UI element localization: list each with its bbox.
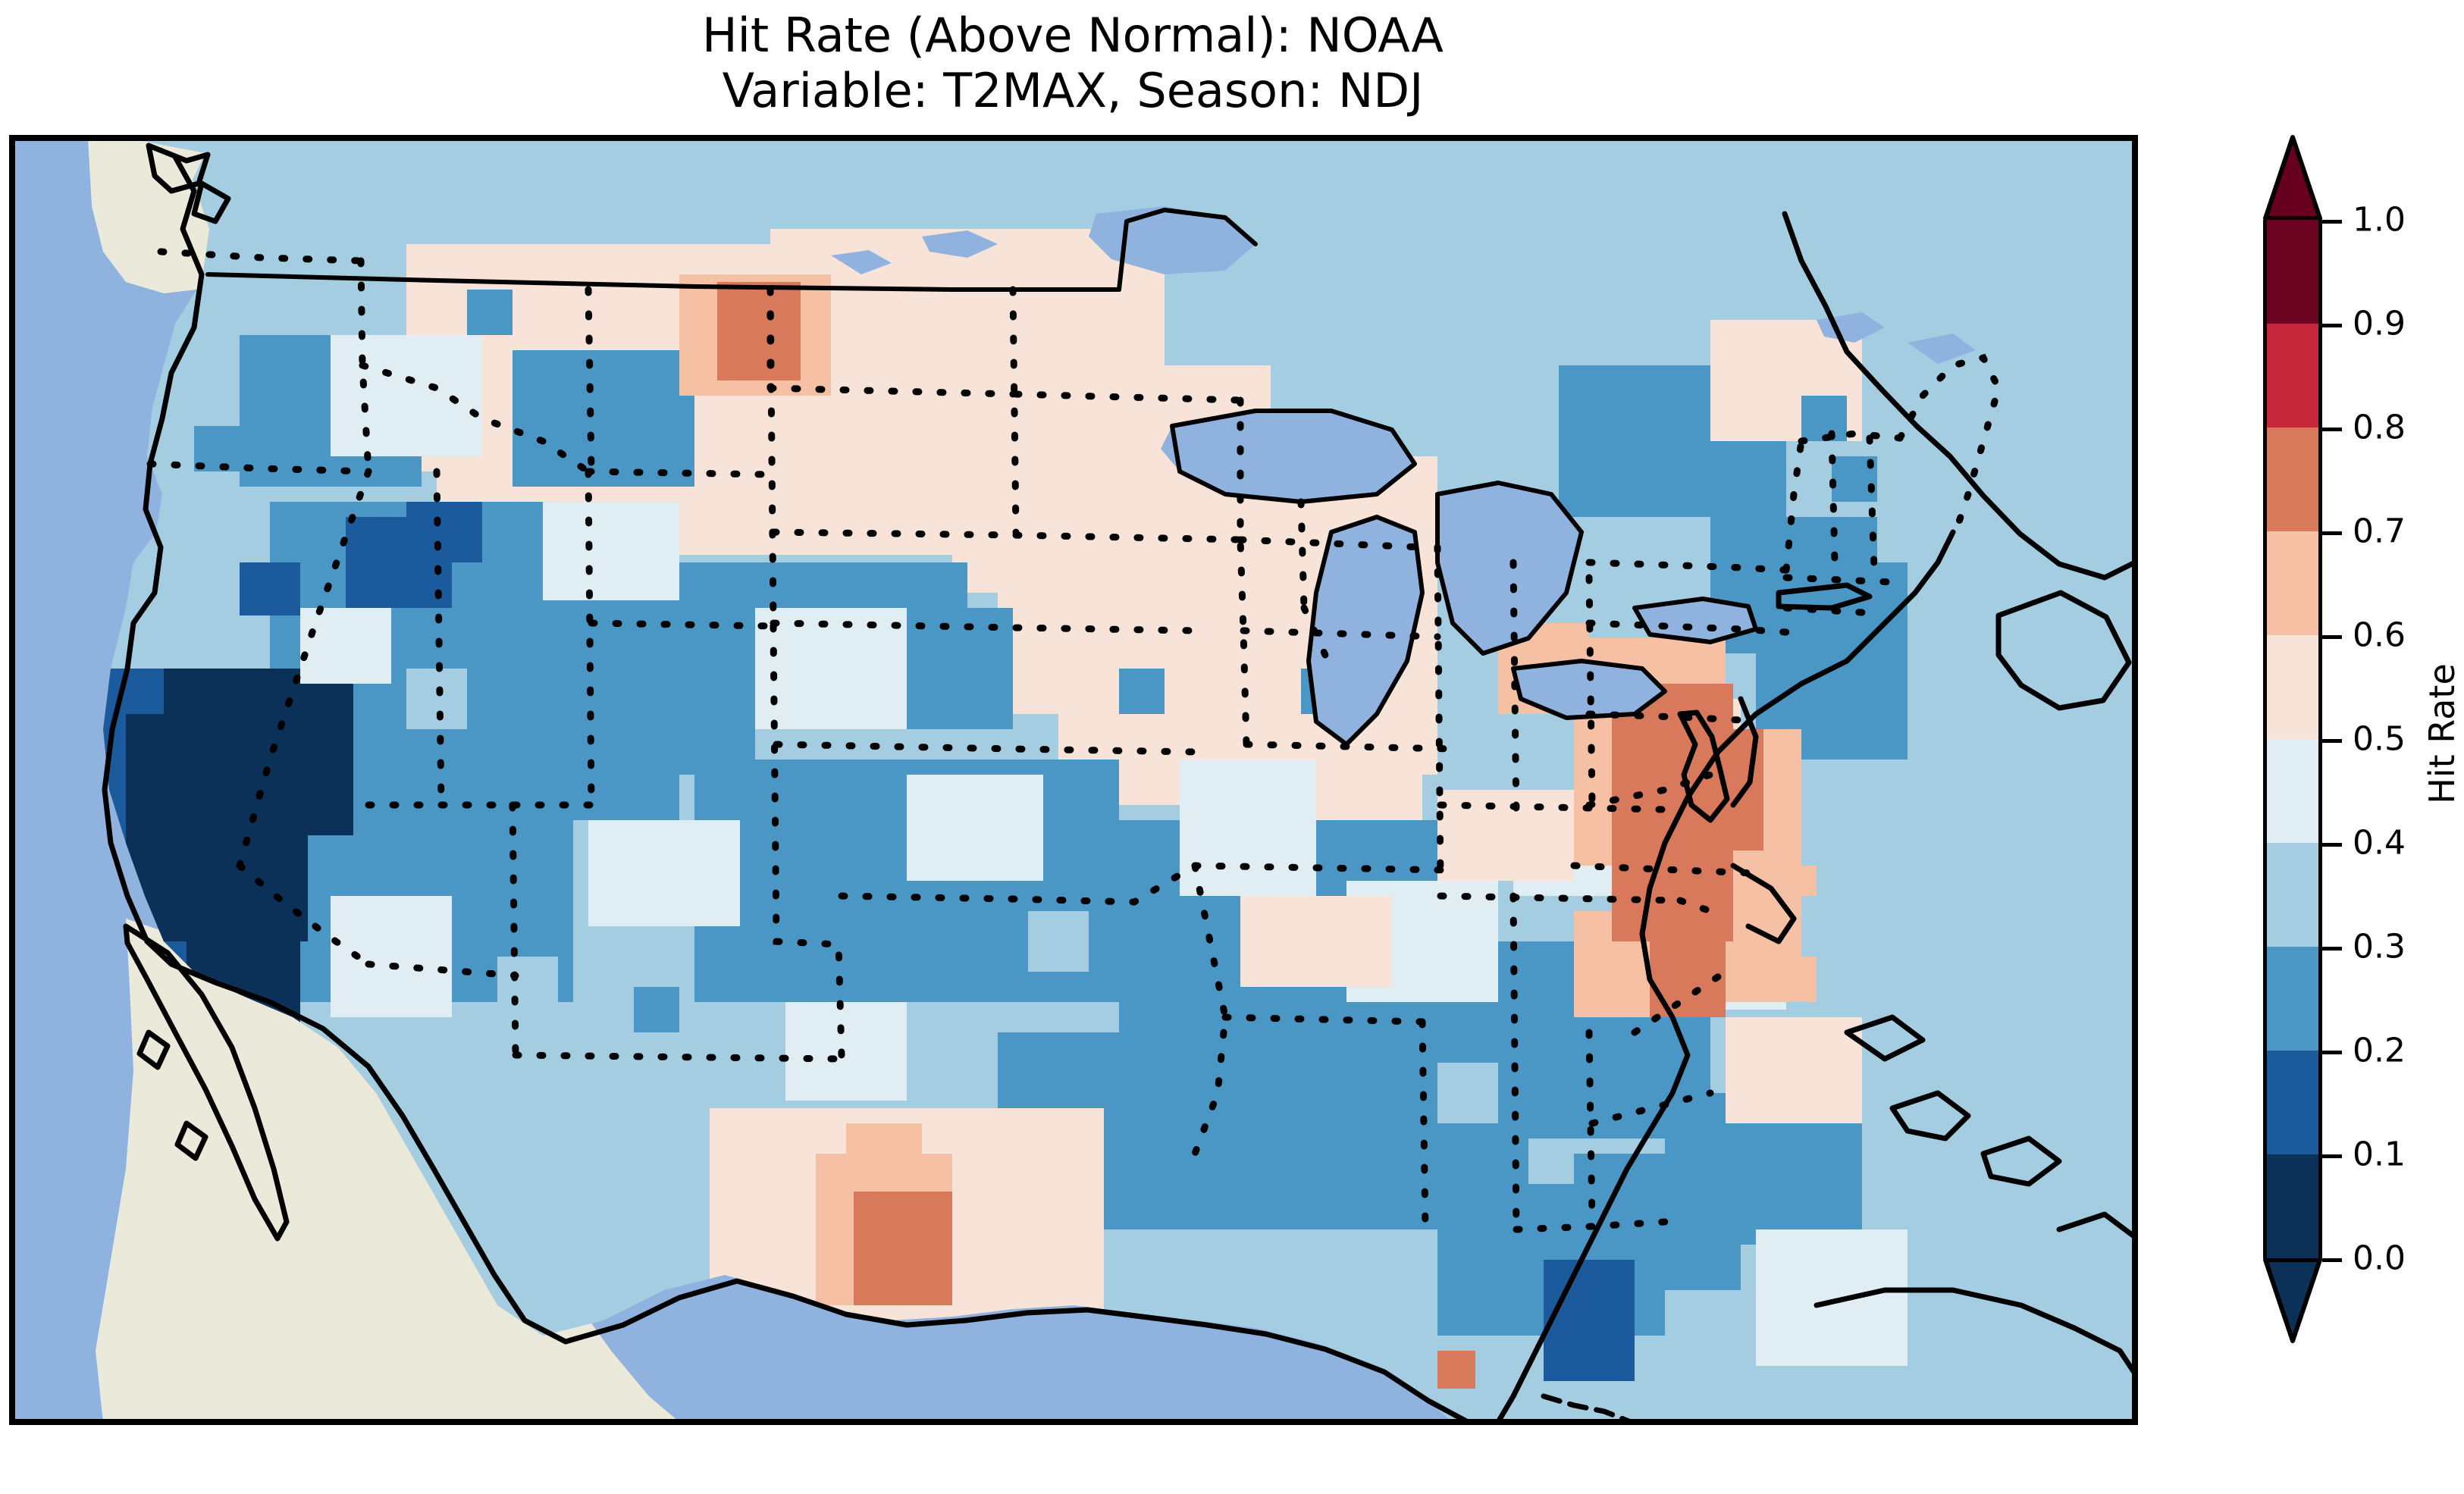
baja-california — [126, 926, 287, 1237]
colorbar-tick — [2322, 1051, 2342, 1054]
lake-manitoba — [922, 230, 998, 258]
colorbar-tick-label: 0.3 — [2353, 927, 2406, 966]
map-plot-area — [12, 138, 2135, 1422]
colorbar-tick — [2322, 1154, 2342, 1158]
figure-title-line-1: Hit Rate (Above Normal): NOAA — [702, 8, 1444, 63]
colorbar-tick-label: 0.1 — [2353, 1135, 2406, 1174]
state-borders-layer — [146, 248, 2002, 1233]
region-texture-cells-light — [406, 669, 1862, 1123]
colorbar: 0.0 0.1 0.2 0.3 0.4 0.5 0.6 0.7 0.8 0.9 1.0 Hit Ra… — [2263, 135, 2464, 1348]
colorbar-tick-label: 0.0 — [2353, 1239, 2406, 1278]
small-lake-ne-2 — [1908, 334, 1976, 364]
colorbar-tick-label: 0.7 — [2353, 512, 2406, 551]
colorbar-gradient — [2263, 220, 2322, 1258]
bahamas-coast-c — [2056, 1211, 2135, 1240]
colorbar-tick-label: 0.4 — [2353, 823, 2406, 863]
bahamas-coast-d — [1844, 1014, 1926, 1062]
lake-michigan-shore — [1306, 515, 1425, 747]
lake-small-nw — [831, 250, 892, 274]
colorbar-axis-label: Hit Rate — [2422, 663, 2462, 804]
lake-michigan — [1309, 517, 1422, 744]
baja-coast — [123, 923, 290, 1242]
colorbar-tick — [2322, 220, 2342, 224]
colorbar-tick-label: 0.5 — [2353, 719, 2406, 759]
colorbar-bin-5 — [2267, 635, 2318, 739]
lake-huron-shore — [1435, 481, 1584, 656]
vancouver-island — [146, 143, 211, 194]
canada-east-coast — [1782, 211, 2135, 581]
bahamas-coast-b — [1980, 1135, 2062, 1187]
figure-title-line-2: Variable: T2MAX, Season: NDJ — [722, 63, 1424, 119]
lake-superior-shore — [1170, 409, 1417, 504]
lake-huron — [1437, 483, 1582, 653]
colorbar-tick — [2322, 947, 2342, 951]
us-canada-border-west — [205, 272, 1121, 292]
colorbar-over-arrow — [2263, 135, 2322, 220]
lake-superior — [1161, 411, 1415, 502]
colorbar-tick — [2322, 843, 2342, 847]
colorbar-bin-2 — [2267, 947, 2318, 1051]
coastline-layer — [102, 143, 2135, 1422]
us-east-coast — [1495, 620, 1888, 1422]
lake-woods-border — [1117, 208, 1258, 292]
colorbar-tick-label: 0.6 — [2353, 615, 2406, 655]
gulf-coast — [144, 938, 1431, 1404]
nova-scotia-coast — [1995, 590, 2132, 711]
region-minimum-california — [126, 669, 353, 1025]
cuba-coast — [1814, 1287, 2135, 1377]
colorbar-tick-label: 0.2 — [2353, 1031, 2406, 1070]
colorbar-tick — [2322, 428, 2342, 431]
lake-erie — [1513, 661, 1665, 718]
outer-banks — [1730, 863, 1797, 944]
colorbar-under-arrow — [2263, 1258, 2322, 1343]
colorbar-bin-7 — [2267, 428, 2318, 531]
great-lakes-layer — [831, 206, 1976, 744]
colorbar-tick — [2322, 635, 2342, 639]
colorbar-bin-3 — [2267, 843, 2318, 947]
gulf-island-a — [136, 1029, 171, 1070]
colorbar-tick — [2322, 1258, 2342, 1262]
gulf-island-b — [174, 1120, 208, 1161]
colorbar-bin-1 — [2267, 1051, 2318, 1154]
long-island — [1776, 582, 1873, 611]
map-axes — [9, 135, 2138, 1425]
west-coast — [102, 154, 205, 944]
florida-west — [1425, 1398, 1471, 1422]
hit-rate-field — [103, 138, 2135, 1422]
florida-keys — [1541, 1393, 1634, 1422]
colorbar-bin-9 — [2267, 220, 2318, 324]
lake-erie-shore — [1511, 659, 1667, 720]
colorbar-bin-0 — [2267, 1154, 2318, 1258]
bahamas-coast-a — [1889, 1090, 1971, 1142]
maine-coast — [1882, 529, 1956, 626]
colorbar-bin-6 — [2267, 531, 2318, 635]
colorbar-tick-label: 0.9 — [2353, 304, 2406, 343]
colorbar-bin-4 — [2267, 739, 2318, 843]
puget-sound — [191, 180, 231, 224]
figure-title: Hit Rate (Above Normal): NOAA Variable: … — [0, 8, 2146, 118]
colorbar-tick — [2322, 531, 2342, 535]
map-canvas — [12, 138, 2135, 1422]
colorbar-tick-label: 1.0 — [2353, 200, 2406, 240]
colorbar-bin-8 — [2267, 324, 2318, 428]
lake-ontario — [1635, 599, 1756, 642]
delmarva — [1730, 696, 1759, 808]
colorbar-tick — [2322, 324, 2342, 327]
colorbar-tick — [2322, 739, 2342, 743]
lake-winnipeg-sliver — [1089, 206, 1256, 274]
chesapeake-bay — [1677, 709, 1730, 823]
colorbar-tick-label: 0.8 — [2353, 408, 2406, 447]
